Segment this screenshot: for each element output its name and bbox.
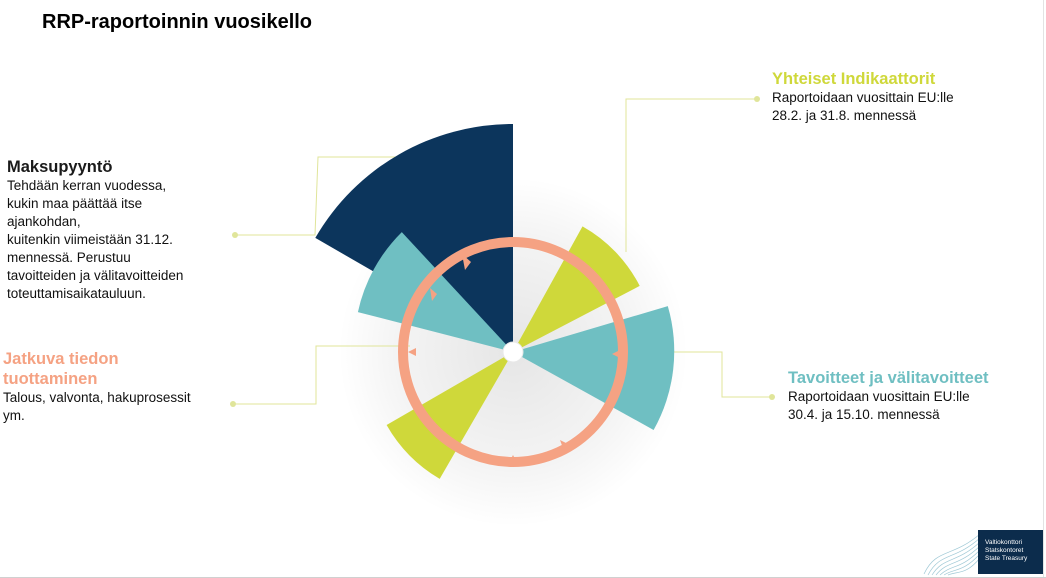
sector-yhteiset: [513, 226, 640, 352]
callout-jatkuva: Jatkuva tiedon tuottaminen Talous, valvo…: [3, 349, 231, 425]
logo-text: Valtiokonttori Statskontoret State Treas…: [978, 530, 1044, 574]
wave-lines-icon: [923, 533, 981, 576]
callout-maksupyynto-text: Tehdään kerran vuodessa, kukin maa päätt…: [7, 178, 184, 301]
sector-jatkuva-upper: [357, 232, 513, 352]
leader-line-jatkuva: [233, 345, 410, 405]
slide-title: RRP-raportoinnin vuosikello: [42, 11, 313, 33]
callout-maksupyynto: Maksupyyntö Tehdään kerran vuodessa, kuk…: [7, 157, 232, 303]
callout-yhteiset: Yhteiset Indikaattorit Raportoidaan vuos…: [772, 69, 1032, 125]
callout-jatkuva-title: Jatkuva tiedon tuottaminen: [3, 350, 119, 388]
leader-line-tavoitteet: [672, 351, 772, 398]
valtiokonttori-logo: Valtiokonttori Statskontoret State Treas…: [922, 528, 1044, 576]
sector-maksupyynto: [315, 123, 513, 353]
callout-jatkuva-text: Talous, valvonta, hakuprosessit ym.: [3, 390, 191, 423]
callout-maksupyynto-title: Maksupyyntö: [7, 158, 113, 176]
sector-jatkuva-lower: [386, 352, 513, 479]
callout-tavoitteet-text: Raportoidaan vuosittain EU:lle 30.4. ja …: [788, 389, 970, 422]
leader-line-yhteiset: [625, 98, 757, 252]
slide-border-right: [1043, 0, 1044, 578]
center-hub: [502, 341, 524, 363]
ring-tick-marks: [408, 254, 620, 463]
callout-yhteiset-text: Raportoidaan vuosittain EU:lle 28.2. ja …: [772, 90, 954, 123]
callout-yhteiset-title: Yhteiset Indikaattorit: [772, 70, 936, 88]
callout-tavoitteet: Tavoitteet ja välitavoitteet Raportoidaa…: [788, 368, 1038, 424]
leader-lines: [233, 98, 772, 405]
leader-line-maksupyynto: [235, 156, 400, 236]
callout-tavoitteet-title: Tavoitteet ja välitavoitteet: [788, 369, 989, 387]
leader-dots: [230, 96, 775, 407]
sector-tavoitteet: [513, 306, 675, 430]
